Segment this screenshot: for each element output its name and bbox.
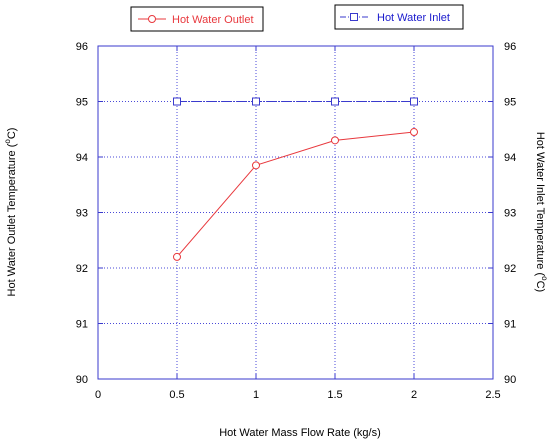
y-tick-label-right: 95: [504, 97, 516, 109]
y-axis-title-left-sup: o: [3, 139, 12, 144]
legend-item-outlet: Hot Water Outlet: [130, 6, 264, 32]
series-layer: [173, 97, 418, 261]
plot-frame: [97, 45, 494, 380]
y-tick-label-left: 94: [76, 152, 88, 164]
y-tick-label-left: 95: [76, 97, 88, 109]
x-tick-label: 0.5: [169, 389, 184, 401]
data-point: [173, 252, 181, 261]
y-tick-label-left: 92: [76, 263, 88, 275]
x-tick-labels: 0 0.5 1 1.5 2 2.5: [95, 389, 501, 401]
y-tick-label-left: 96: [76, 41, 88, 53]
x-tick-label: 2: [411, 389, 417, 401]
y-tick-label-right: 94: [504, 152, 516, 164]
grid: [98, 46, 493, 379]
y-axis-title-right-sup: o: [540, 276, 549, 281]
y-tick-label-right: 91: [504, 319, 516, 331]
y-axis-title-right-unit: C): [534, 281, 546, 293]
y-tick-label-left: 91: [76, 319, 88, 331]
legend-label-inlet: Hot Water Inlet: [377, 12, 450, 24]
y-tick-label-right: 93: [504, 208, 516, 220]
data-point: [173, 97, 181, 106]
y-tick-labels-left: 90 91 92 93 94 95 96: [76, 41, 88, 386]
legend-marker-outlet: [148, 15, 156, 23]
legend: Hot Water Outlet Hot Water Inlet: [130, 4, 464, 32]
x-tick-label: 2.5: [485, 389, 500, 401]
data-point: [331, 136, 339, 145]
x-tick-label: 1: [253, 389, 259, 401]
legend-item-inlet: Hot Water Inlet: [334, 4, 464, 30]
y-axis-title-right-main: Hot Water Inlet Temperature (: [534, 132, 546, 277]
legend-label-outlet: Hot Water Outlet: [172, 14, 254, 26]
data-point: [410, 128, 418, 137]
y-tick-label-right: 90: [504, 374, 516, 386]
y-tick-label-right: 96: [504, 41, 516, 53]
legend-marker-inlet: [350, 13, 358, 21]
y-tick-label-left: 90: [76, 374, 88, 386]
data-point: [252, 161, 260, 170]
y-tick-label-right: 92: [504, 263, 516, 275]
data-point: [410, 97, 418, 106]
y-axis-title-left-main: Hot Water Outlet Temperature (: [6, 143, 18, 296]
series-line: [176, 131, 415, 258]
x-axis-title: Hot Water Mass Flow Rate (kg/s): [219, 427, 381, 439]
data-point: [331, 97, 339, 106]
y-tick-labels-right: 90 91 92 93 94 95 96: [504, 41, 516, 386]
x-tick-label: 0: [95, 389, 101, 401]
series-outlet: [173, 128, 418, 261]
y-axis-title-left-unit: C): [6, 128, 18, 140]
y-tick-label-left: 93: [76, 208, 88, 220]
series-inlet: [173, 97, 418, 106]
tick-marks: [97, 45, 494, 380]
y-axis-title-right: Hot Water Inlet Temperature (oC): [534, 132, 549, 292]
data-point: [252, 97, 260, 106]
x-tick-label: 1.5: [327, 389, 342, 401]
y-axis-title-left: Hot Water Outlet Temperature (oC): [3, 128, 18, 297]
